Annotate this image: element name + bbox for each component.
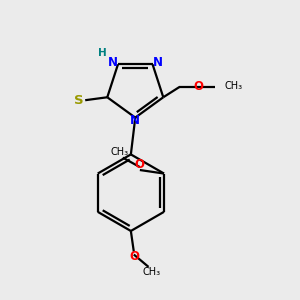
Text: S: S <box>74 94 83 107</box>
Text: O: O <box>129 250 140 263</box>
Text: CH₃: CH₃ <box>110 147 128 158</box>
Text: O: O <box>135 158 145 171</box>
Text: O: O <box>193 80 203 93</box>
Text: CH₃: CH₃ <box>224 81 242 92</box>
Text: CH₃: CH₃ <box>142 267 160 277</box>
Text: N: N <box>153 56 163 69</box>
Text: N: N <box>130 114 140 127</box>
Text: H: H <box>98 48 107 58</box>
Text: N: N <box>108 56 118 69</box>
